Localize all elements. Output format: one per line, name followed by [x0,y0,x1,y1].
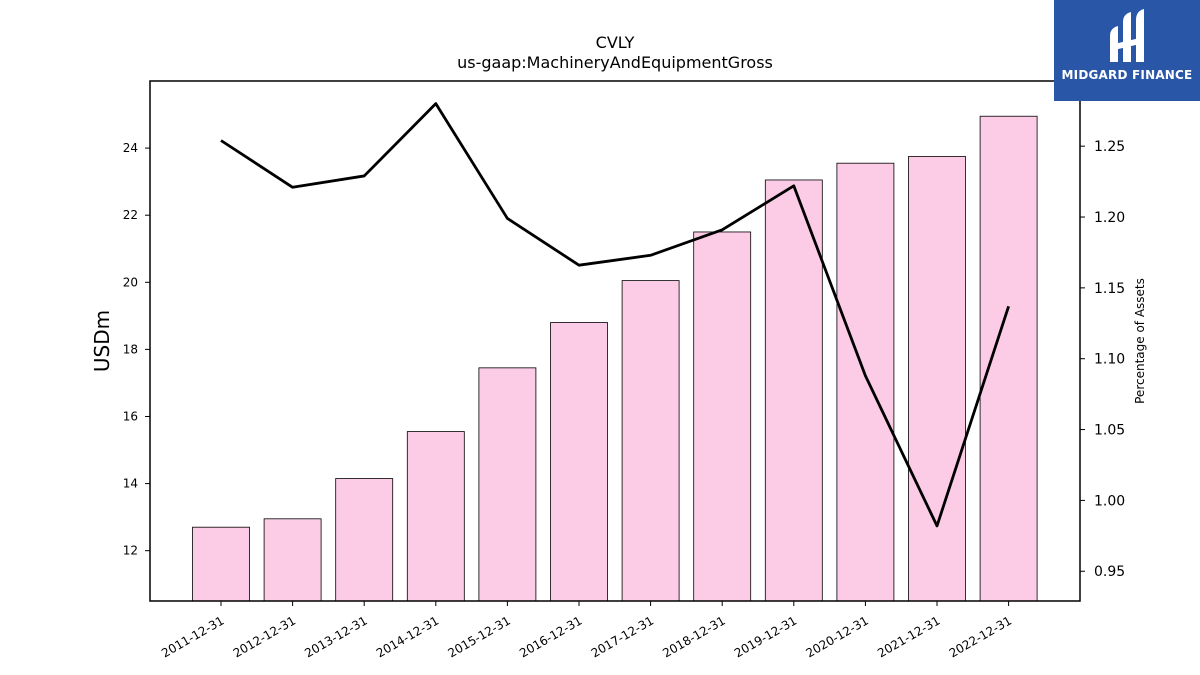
y-axis-left: 12 14 16 18 20 22 24 [123,141,150,558]
x-axis: 2011-12-31 2012-12-31 2013-12-31 2014-12-31… [159,601,1014,660]
y2-tick-label: 1.15 [1094,281,1125,297]
bar [979,115,1038,602]
bar [621,280,680,602]
bar [550,322,608,602]
x-tick-label: 2019-12-31 [732,613,799,660]
bar [406,431,465,602]
bar [908,156,966,602]
bar [335,478,394,602]
y2-tick-label: 1.25 [1094,139,1125,155]
y-axis-right: 0.95 1.00 1.05 1.10 1.15 1.20 1.25 [1080,139,1125,580]
y-tick-label: 24 [123,141,138,155]
brand-name: MIDGARD FINANCE [1061,68,1193,82]
y-axis-label: USDm [90,310,114,372]
x-tick-label: 2021-12-31 [875,613,942,660]
x-tick-label: 2011-12-31 [159,613,226,660]
x-tick-label: 2014-12-31 [374,613,441,660]
x-tick-label: 2020-12-31 [803,613,870,660]
plot-frame [149,80,1081,602]
y-tick-label: 14 [123,477,138,491]
chart-subtitle: us-gaap:MachineryAndEquipmentGross [457,53,773,72]
y-tick-label: 12 [123,544,138,558]
x-tick-label: 2013-12-31 [302,613,369,660]
brand-logo: MIDGARD FINANCE [1054,0,1200,101]
bar [764,179,823,602]
line-group [220,102,1010,528]
x-tick-label: 2015-12-31 [445,613,512,660]
bar-group [192,115,1038,602]
bar [693,231,752,602]
x-tick-label: 2012-12-31 [231,613,298,660]
x-tick-label: 2017-12-31 [589,613,656,660]
bar [263,518,322,602]
y2-tick-label: 1.05 [1094,423,1125,439]
series-line [220,102,1010,528]
x-tick-label: 2022-12-31 [947,613,1014,660]
y2-axis-label: Percentage of Assets [1133,278,1147,404]
bar [478,367,537,602]
y-tick-label: 22 [123,208,138,222]
y2-tick-label: 1.00 [1094,493,1125,509]
x-tick-label: 2016-12-31 [517,613,584,660]
y2-tick-label: 1.20 [1094,210,1125,226]
bar [836,162,895,602]
bar [192,526,250,602]
y2-tick-label: 1.10 [1094,352,1125,368]
logo-mark-icon [1110,9,1144,62]
x-tick-label: 2018-12-31 [660,613,727,660]
y2-tick-label: 0.95 [1094,564,1125,580]
y-tick-label: 16 [123,409,138,423]
chart-title: CVLY [596,33,635,52]
y-tick-label: 18 [123,342,138,356]
y-tick-label: 20 [123,275,138,289]
